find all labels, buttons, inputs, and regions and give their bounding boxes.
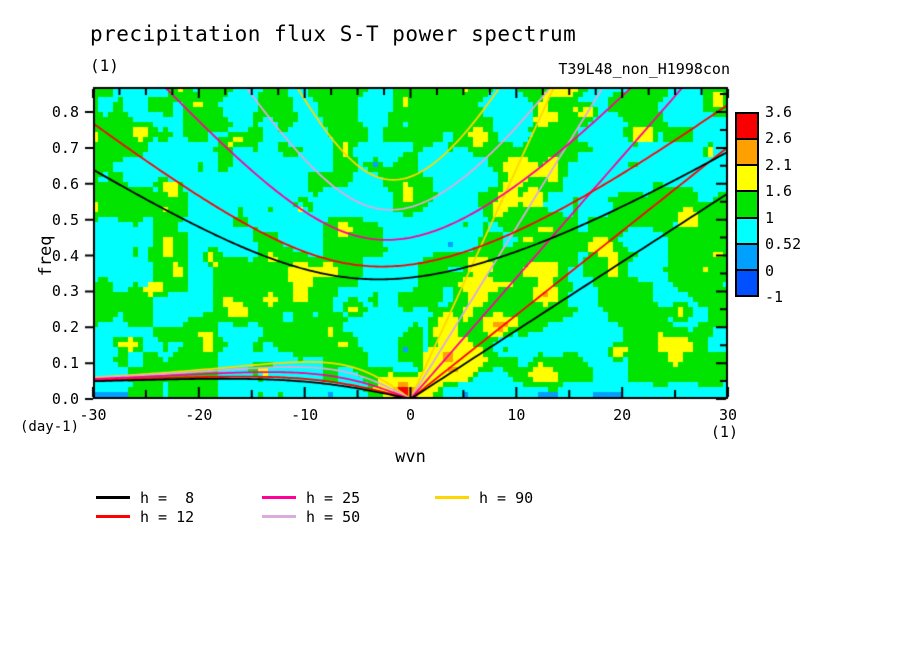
y-tick-label: 0.2 <box>51 318 79 337</box>
y-tick-label: 0.0 <box>51 390 79 408</box>
colorbar-segment <box>737 244 757 271</box>
x-tick-label: 0 <box>405 406 416 424</box>
colorbar-level-label: 3.6 <box>765 103 793 121</box>
colorbar-segment <box>737 192 757 219</box>
colorbar <box>735 112 759 297</box>
colorbar-level-label: -1 <box>765 288 784 306</box>
y-tick-label: 0.1 <box>51 354 79 373</box>
x-tick-label: 10 <box>507 406 526 424</box>
x-axis-label: wvn <box>395 447 426 467</box>
legend-item-label: h = 12 <box>140 508 195 526</box>
colorbar-segment <box>737 218 757 245</box>
colorbar-segment <box>737 114 757 141</box>
colorbar-segment <box>737 270 757 295</box>
legend-item-label: h = 90 <box>479 489 534 507</box>
y-tick-label: 0.3 <box>51 282 79 301</box>
y-tick-label: 0.8 <box>51 103 79 121</box>
colorbar-level-label: 0.52 <box>765 235 802 254</box>
colorbar-segment <box>737 140 757 167</box>
y-tick-label: 0.4 <box>51 246 79 265</box>
x-tick-label: -20 <box>185 406 213 424</box>
colorbar-level-label: 2.6 <box>765 129 793 148</box>
y-axis-unit: (day-1) <box>20 419 80 435</box>
y-tick-label: 0.7 <box>51 138 79 157</box>
legend-line-swatch <box>96 515 130 518</box>
colorbar-level-label: 1 <box>765 208 775 227</box>
panel-label: (1) <box>90 56 119 75</box>
legend-item-label: h = 25 <box>306 489 361 507</box>
y-tick-label: 0.6 <box>51 174 79 193</box>
legend-line-swatch <box>262 515 296 518</box>
colorbar-level-label: 0 <box>765 261 775 280</box>
legend-item-label: h = 8 <box>140 489 195 507</box>
legend-line-swatch <box>96 496 130 499</box>
colorbar-level-label: 2.1 <box>765 155 793 174</box>
legend-line-swatch <box>262 496 296 499</box>
x-tick-label: -30 <box>79 406 107 424</box>
y-tick-label: 0.5 <box>51 210 79 229</box>
x-tick-label: 30 <box>718 406 738 424</box>
colorbar-segment <box>737 166 757 193</box>
legend-line-swatch <box>435 496 469 499</box>
legend-item-label: h = 50 <box>306 508 361 526</box>
x-tick-label: 20 <box>613 406 632 424</box>
plot-title: precipitation flux S-T power spectrum <box>90 22 577 46</box>
colorbar-level-label: 1.6 <box>765 182 793 201</box>
x-axis-unit: (1) <box>710 423 738 441</box>
run-id-label: T39L48_non_H1998con <box>558 60 730 78</box>
x-tick-label: -10 <box>291 406 319 424</box>
